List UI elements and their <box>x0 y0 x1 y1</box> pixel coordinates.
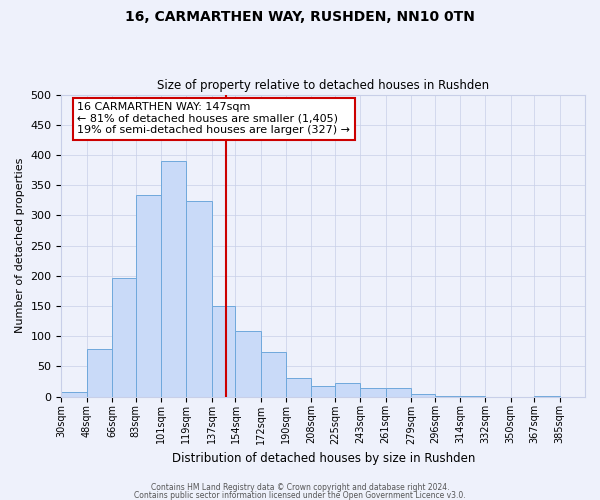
Bar <box>386 388 411 396</box>
Bar <box>86 350 112 397</box>
Bar <box>335 383 361 396</box>
Bar <box>235 330 261 396</box>
Bar <box>212 306 235 396</box>
Bar <box>261 352 286 397</box>
Text: 16 CARMARTHEN WAY: 147sqm
← 81% of detached houses are smaller (1,405)
19% of se: 16 CARMARTHEN WAY: 147sqm ← 81% of detac… <box>77 102 350 136</box>
Text: 16, CARMARTHEN WAY, RUSHDEN, NN10 0TN: 16, CARMARTHEN WAY, RUSHDEN, NN10 0TN <box>125 10 475 24</box>
X-axis label: Distribution of detached houses by size in Rushden: Distribution of detached houses by size … <box>172 452 475 465</box>
Bar <box>361 388 386 396</box>
Bar <box>286 378 311 396</box>
Bar <box>61 392 86 396</box>
Bar <box>161 161 187 396</box>
Bar <box>112 278 136 396</box>
Y-axis label: Number of detached properties: Number of detached properties <box>15 158 25 333</box>
Text: Contains public sector information licensed under the Open Government Licence v3: Contains public sector information licen… <box>134 490 466 500</box>
Text: Contains HM Land Registry data © Crown copyright and database right 2024.: Contains HM Land Registry data © Crown c… <box>151 484 449 492</box>
Bar <box>187 202 212 396</box>
Bar <box>136 196 161 396</box>
Bar <box>311 386 335 396</box>
Bar <box>411 394 435 396</box>
Title: Size of property relative to detached houses in Rushden: Size of property relative to detached ho… <box>157 79 489 92</box>
